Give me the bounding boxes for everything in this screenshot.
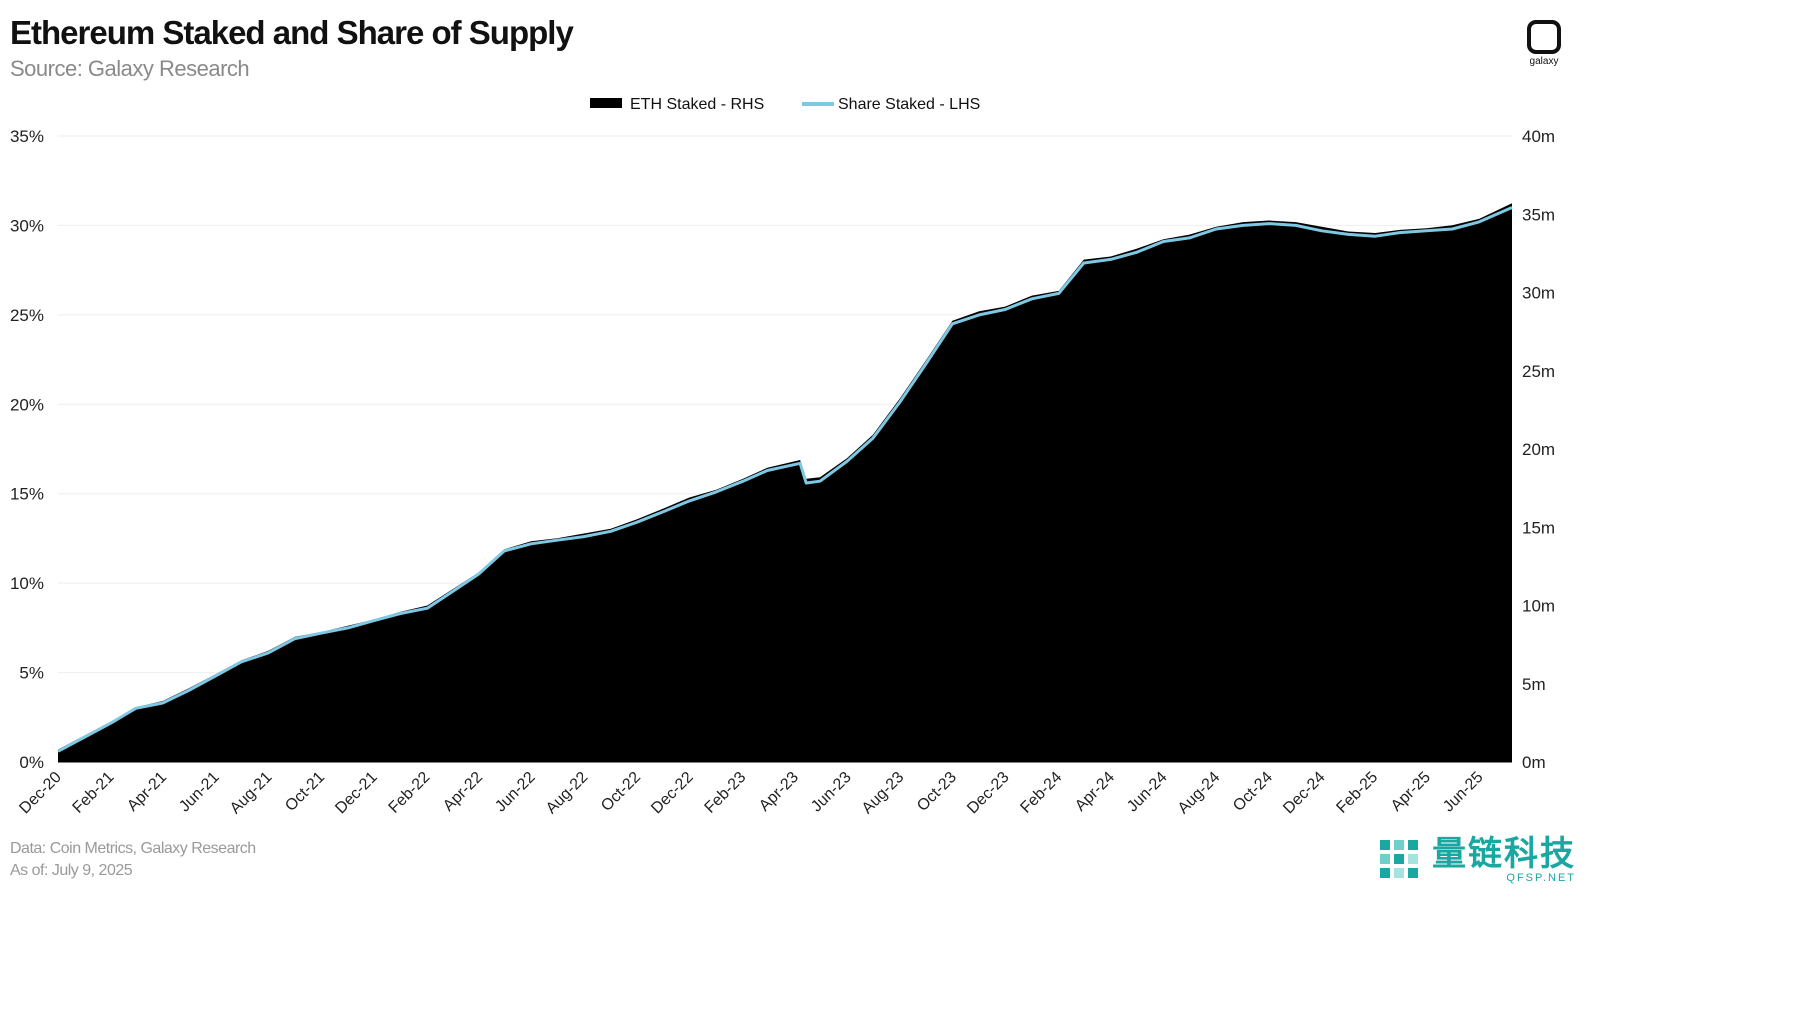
x-tick-label: Dec-23: [964, 769, 1013, 818]
y-left-tick-label: 15%: [10, 485, 44, 504]
y-right-tick-label: 5m: [1522, 675, 1546, 694]
y-left-tick-label: 5%: [19, 664, 44, 683]
x-tick-label: Oct-24: [1230, 769, 1276, 815]
x-tick-label: Aug-22: [543, 769, 592, 818]
x-tick-label: Oct-22: [598, 769, 644, 815]
x-tick-label: Oct-23: [914, 769, 960, 815]
x-tick-label: Dec-21: [332, 769, 381, 818]
x-tick-label: Jun-23: [808, 769, 855, 816]
y-right-tick-label: 25m: [1522, 362, 1555, 381]
x-tick-label: Apr-23: [756, 769, 802, 815]
x-tick-label: Jun-22: [492, 769, 539, 816]
y-right-tick-label: 15m: [1522, 518, 1555, 537]
x-tick-label: Dec-20: [16, 769, 65, 818]
chart-title: Ethereum Staked and Share of Supply: [10, 14, 574, 51]
x-tick-label: Jun-24: [1124, 769, 1171, 816]
y-right-tick-label: 30m: [1522, 284, 1555, 303]
x-tick-label: Oct-21: [282, 769, 328, 815]
watermark-cn: 量链科技: [1432, 834, 1576, 874]
legend-label-share-staked: Share Staked - LHS: [838, 96, 980, 113]
x-tick-label: Apr-22: [440, 769, 486, 815]
x-tick-label: Feb-25: [1333, 769, 1381, 817]
x-tick-label: Feb-22: [386, 769, 434, 817]
x-tick-label: Dec-22: [648, 769, 697, 818]
y-left-tick-label: 35%: [10, 127, 44, 146]
chart-subtitle: Source: Galaxy Research: [10, 56, 250, 81]
y-left-tick-label: 0%: [19, 753, 44, 772]
y-right-tick-label: 10m: [1522, 597, 1555, 616]
share-staked-line: [57, 206, 1513, 753]
legend-swatch-eth-staked: [590, 98, 622, 108]
watermark: 量链科技 QFSP.NET: [1376, 836, 1576, 884]
y-right-tick-label: 40m: [1522, 127, 1555, 146]
x-tick-label: Feb-24: [1017, 769, 1065, 817]
galaxy-logo-icon: [1527, 20, 1561, 54]
x-tick-label: Feb-21: [70, 769, 118, 817]
x-tick-label: Feb-23: [702, 769, 750, 817]
x-tick-label: Jun-21: [176, 769, 223, 816]
x-tick-label: Apr-25: [1388, 769, 1434, 815]
x-tick-label: Aug-23: [859, 769, 908, 818]
y-right-tick-label: 0m: [1522, 753, 1546, 772]
y-left-tick-label: 20%: [10, 395, 44, 414]
y-left-tick-label: 30%: [10, 216, 44, 235]
x-tick-label: Aug-21: [227, 769, 276, 818]
watermark-en: QFSP.NET: [1506, 872, 1576, 884]
logo-text: galaxy: [1529, 56, 1559, 67]
x-tick-label: Dec-24: [1280, 769, 1329, 818]
x-tick-label: Apr-21: [124, 769, 170, 815]
y-left-tick-label: 25%: [10, 306, 44, 325]
x-tick-label: Aug-24: [1175, 769, 1224, 818]
data-source-note: Data: Coin Metrics, Galaxy Research: [10, 840, 256, 857]
y-left-tick-label: 10%: [10, 574, 44, 593]
watermark-cube-icon: [1380, 840, 1418, 878]
y-right-tick-label: 20m: [1522, 440, 1555, 459]
galaxy-logo: galaxy: [1522, 20, 1566, 67]
as-of-date: As of: July 9, 2025: [10, 862, 133, 879]
eth-staked-area: [58, 203, 1512, 763]
x-tick-label: Jun-25: [1440, 769, 1487, 816]
x-tick-label: Apr-24: [1072, 769, 1118, 815]
y-right-tick-label: 35m: [1522, 205, 1555, 224]
legend-label-eth-staked: ETH Staked - RHS: [630, 96, 764, 113]
